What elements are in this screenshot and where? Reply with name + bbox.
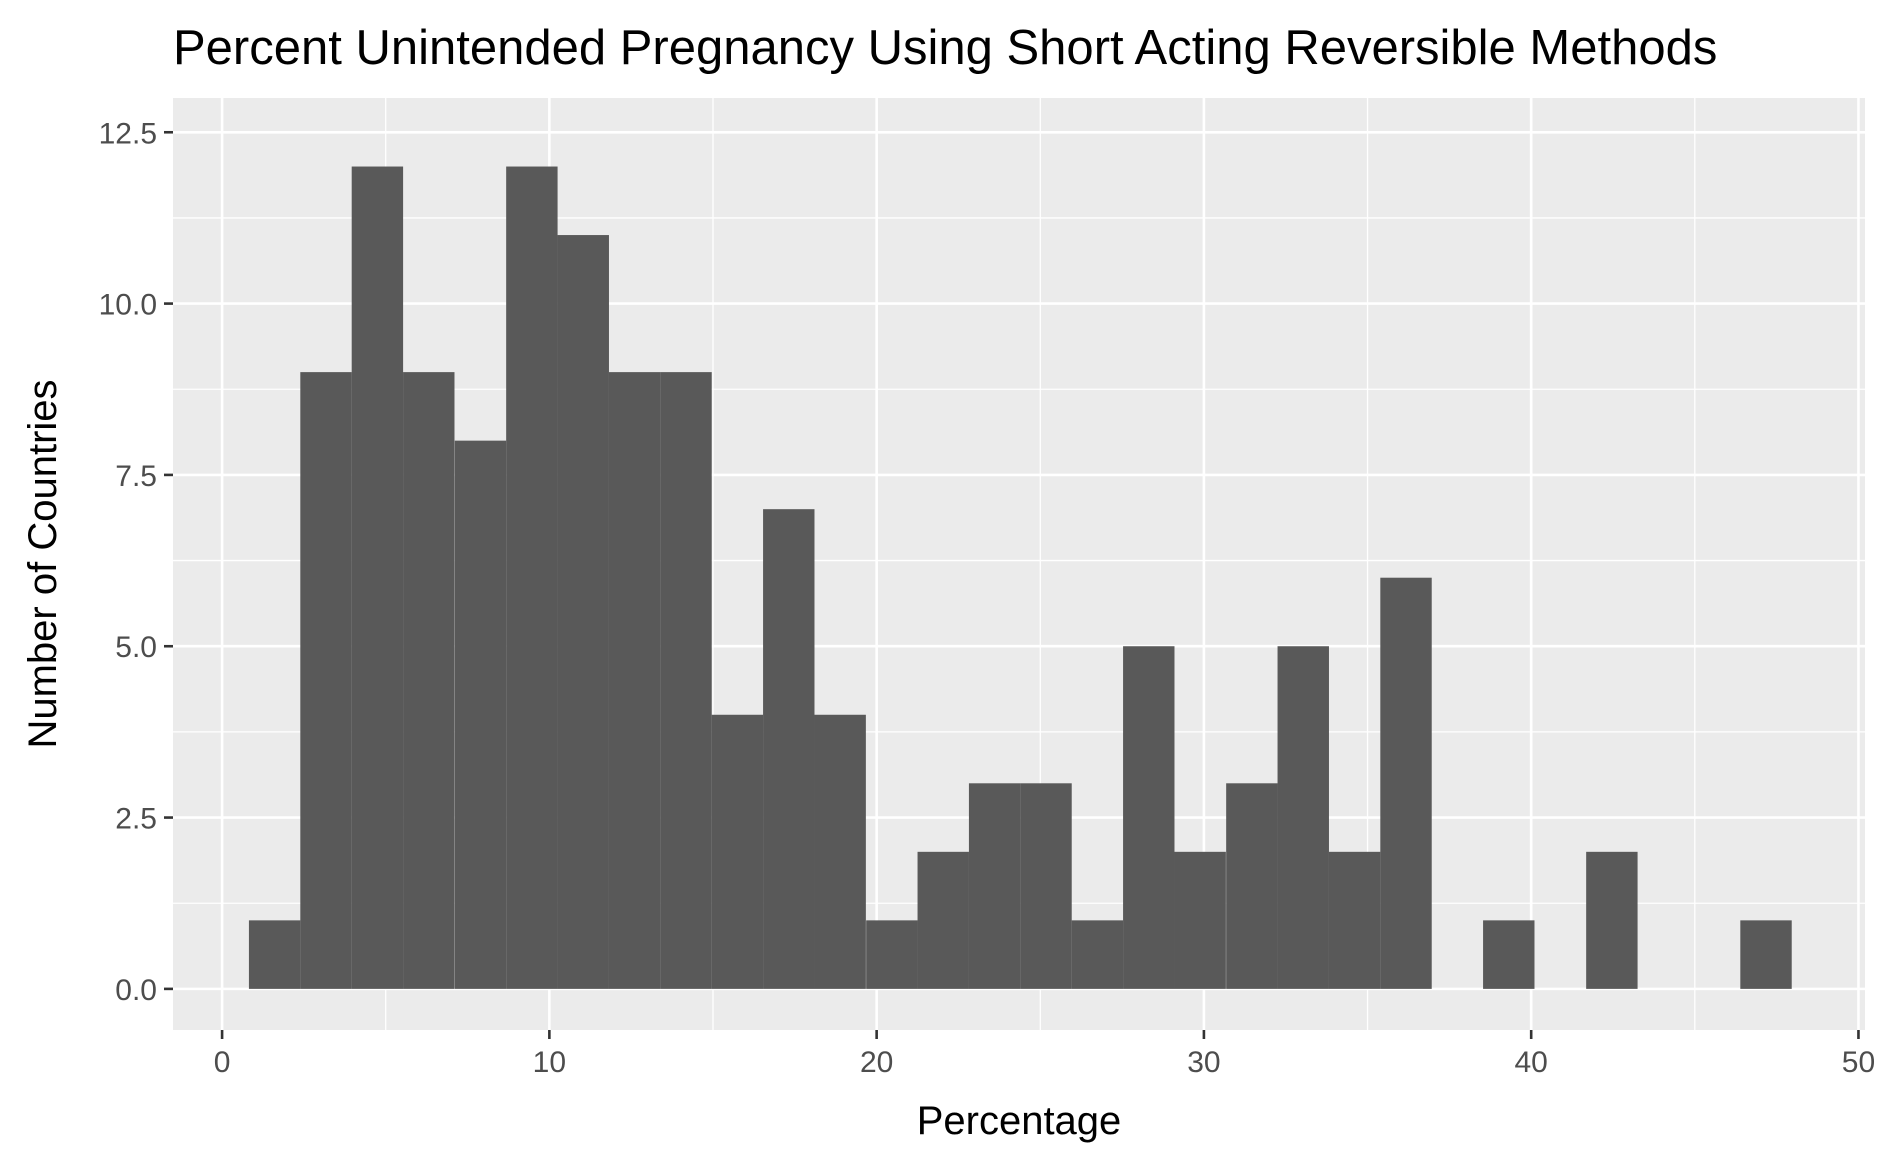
x-tick-label: 50 [1842,1046,1875,1079]
y-tick-label: 2.5 [115,803,157,836]
histogram-bar [1380,577,1432,989]
histogram-bar [454,440,507,989]
histogram-bar [1483,920,1535,989]
histogram-bar [711,714,764,989]
histogram-bar [300,372,352,989]
x-axis: 0 10 20 30 40 50 [214,1030,1875,1079]
histogram-bar [1174,851,1226,989]
histogram-bar [1277,646,1329,989]
x-tick-label: 0 [214,1046,231,1079]
histogram-bar [814,714,866,989]
histogram-bar [506,166,558,989]
histogram-bar [968,783,1021,989]
histogram-bar [1226,783,1278,989]
y-axis: 0.0 2.5 5.0 7.5 10.0 12.5 [99,117,173,1007]
histogram-bar [1020,783,1072,989]
histogram-bar [1123,646,1175,989]
y-tick-label: 12.5 [99,117,157,150]
histogram-bar [1328,851,1381,989]
histogram-bar [1586,851,1638,989]
histogram-bar [248,920,301,989]
y-axis-title: Number of Countries [21,379,65,748]
x-tick-label: 10 [533,1046,566,1079]
histogram-bar [1071,920,1124,989]
x-axis-title: Percentage [917,1099,1122,1143]
histogram-bar [917,851,969,989]
histogram-bar [403,372,455,989]
y-tick-label: 0.0 [115,974,157,1007]
histogram-bar [557,235,609,989]
histogram-bar [1740,920,1792,989]
histogram-bar [763,509,815,989]
histogram-bar [608,372,661,989]
chart-title: Percent Unintended Pregnancy Using Short… [173,21,1717,75]
x-tick-label: 20 [860,1046,893,1079]
y-tick-label: 7.5 [115,460,157,493]
histogram-bar [660,372,712,989]
x-tick-label: 40 [1514,1046,1547,1079]
histogram-bar [351,166,404,989]
x-tick-label: 30 [1187,1046,1220,1079]
histogram-bar [866,920,918,989]
y-tick-label: 10.0 [99,289,157,322]
histogram-bars [248,166,1792,989]
y-tick-label: 5.0 [115,631,157,664]
